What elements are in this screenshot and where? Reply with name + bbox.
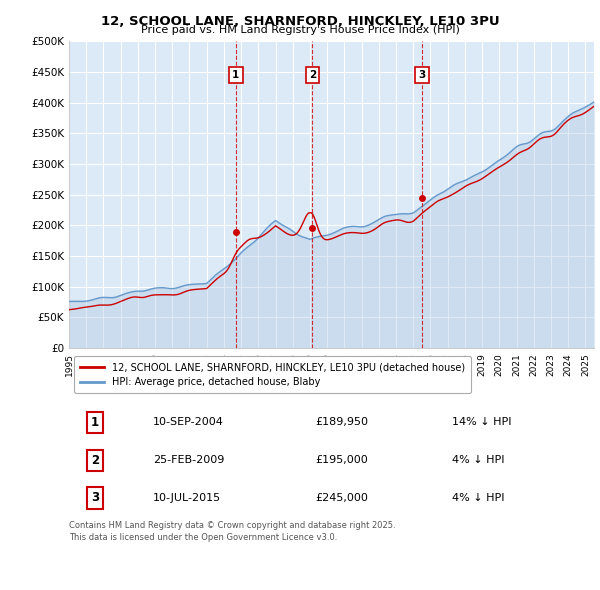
Text: £189,950: £189,950 [316,418,369,427]
Legend: 12, SCHOOL LANE, SHARNFORD, HINCKLEY, LE10 3PU (detached house), HPI: Average pr: 12, SCHOOL LANE, SHARNFORD, HINCKLEY, LE… [74,356,471,393]
Text: 14% ↓ HPI: 14% ↓ HPI [452,418,512,427]
Text: 1: 1 [232,70,239,80]
Text: 3: 3 [91,491,100,504]
Text: 12, SCHOOL LANE, SHARNFORD, HINCKLEY, LE10 3PU: 12, SCHOOL LANE, SHARNFORD, HINCKLEY, LE… [101,15,499,28]
Text: 10-JUL-2015: 10-JUL-2015 [153,493,221,503]
Text: £245,000: £245,000 [316,493,368,503]
Text: 3: 3 [419,70,426,80]
Text: 2: 2 [309,70,316,80]
Text: 10-SEP-2004: 10-SEP-2004 [153,418,224,427]
Text: Price paid vs. HM Land Registry's House Price Index (HPI): Price paid vs. HM Land Registry's House … [140,25,460,35]
Text: 25-FEB-2009: 25-FEB-2009 [153,455,224,465]
Text: 4% ↓ HPI: 4% ↓ HPI [452,455,505,465]
Text: Contains HM Land Registry data © Crown copyright and database right 2025.
This d: Contains HM Land Registry data © Crown c… [69,521,395,542]
Text: £195,000: £195,000 [316,455,368,465]
Text: 2: 2 [91,454,100,467]
Text: 4% ↓ HPI: 4% ↓ HPI [452,493,505,503]
Text: 1: 1 [91,416,100,429]
